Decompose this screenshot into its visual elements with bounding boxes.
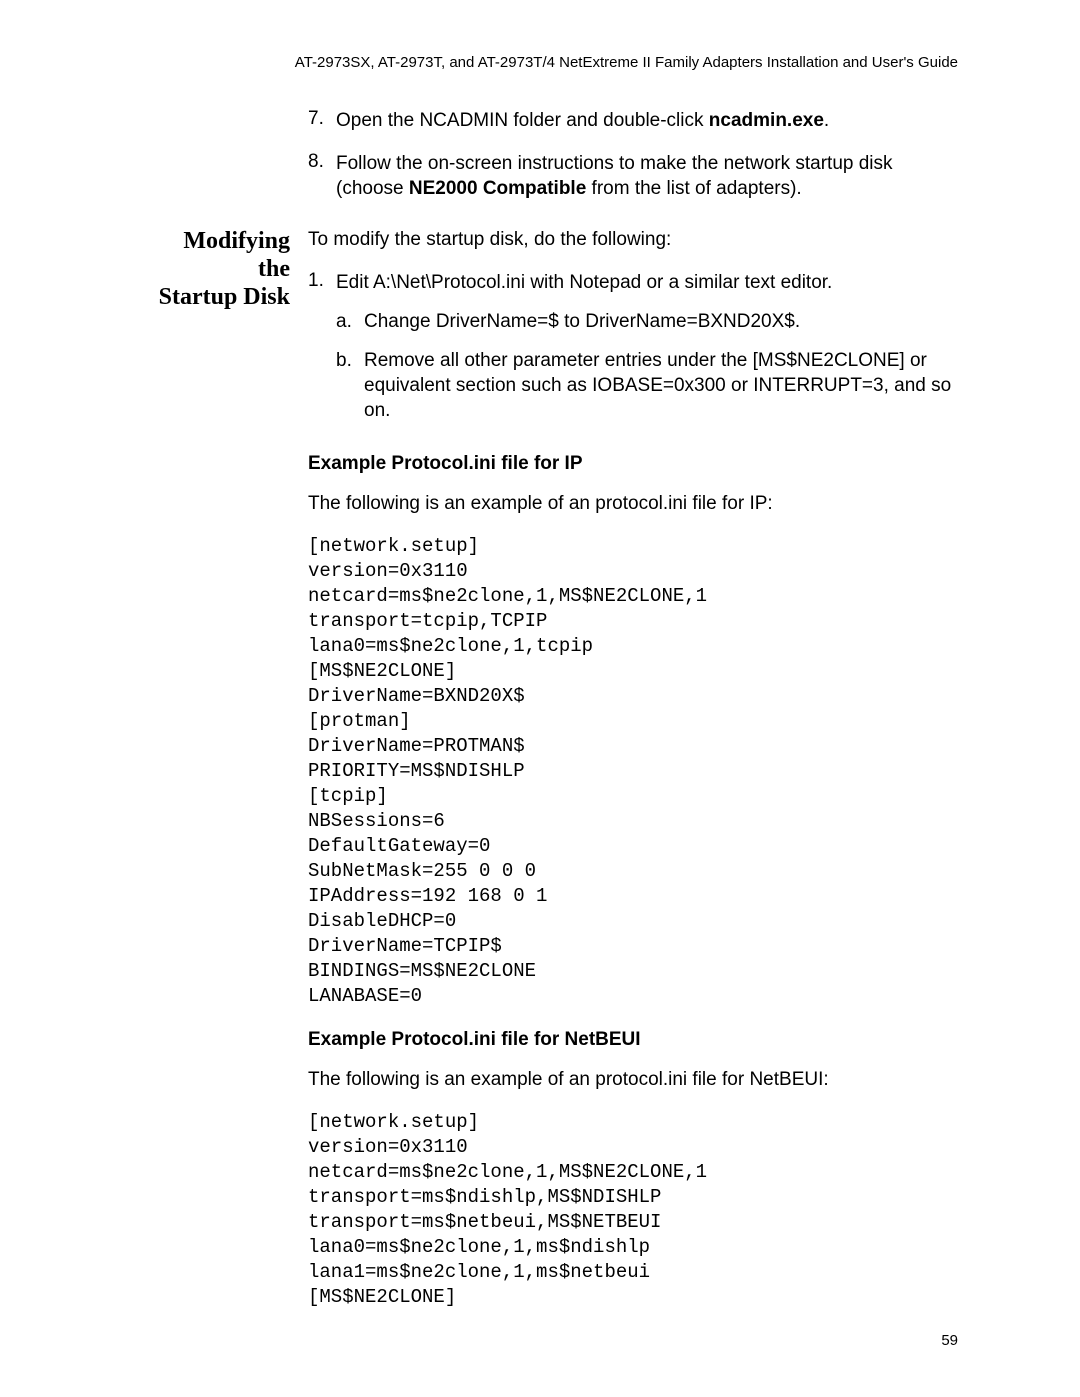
page-header: AT-2973SX, AT-2973T, and AT-2973T/4 NetE…	[295, 54, 958, 71]
step-number: 8.	[308, 151, 336, 201]
page-number: 59	[941, 1332, 958, 1349]
margin-heading-line1: Modifying the	[183, 228, 290, 282]
step-8: 8. Follow the on-screen instructions to …	[308, 151, 958, 201]
example-ip-heading: Example Protocol.ini file for IP	[308, 453, 958, 475]
intro-text: To modify the startup disk, do the follo…	[308, 227, 958, 252]
step-number: 7.	[308, 108, 336, 133]
example-ip-code: [network.setup] version=0x3110 netcard=m…	[308, 534, 958, 1009]
modifying-section: Modifying the Startup Disk To modify the…	[150, 227, 958, 1330]
initial-steps-row: 7. Open the NCADMIN folder and double-cl…	[150, 108, 958, 227]
substep-number: b.	[336, 348, 364, 423]
substep-number: a.	[336, 309, 364, 334]
substep-text: Change DriverName=$ to DriverName=BXND20…	[364, 309, 958, 334]
step-text: Edit A:\Net\Protocol.ini with Notepad or…	[336, 272, 832, 293]
example-netbeui-heading: Example Protocol.ini file for NetBEUI	[308, 1029, 958, 1051]
substep-text: Remove all other parameter entries under…	[364, 348, 958, 423]
margin-heading-line2: Startup Disk	[159, 284, 290, 310]
step-text: Open the NCADMIN folder and double-click…	[336, 108, 958, 133]
step-number: 1.	[308, 270, 336, 433]
substep-b: b. Remove all other parameter entries un…	[336, 348, 958, 423]
substep-a: a. Change DriverName=$ to DriverName=BXN…	[336, 309, 958, 334]
step-1: 1. Edit A:\Net\Protocol.ini with Notepad…	[308, 270, 958, 433]
margin-heading: Modifying the Startup Disk	[150, 227, 290, 311]
example-ip-intro: The following is an example of an protoc…	[308, 491, 958, 516]
example-netbeui-code: [network.setup] version=0x3110 netcard=m…	[308, 1110, 958, 1310]
example-netbeui-intro: The following is an example of an protoc…	[308, 1067, 958, 1092]
step-text: Follow the on-screen instructions to mak…	[336, 151, 958, 201]
document-page: AT-2973SX, AT-2973T, and AT-2973T/4 NetE…	[0, 0, 1080, 1397]
step-7: 7. Open the NCADMIN folder and double-cl…	[308, 108, 958, 133]
page-content: 7. Open the NCADMIN folder and double-cl…	[150, 108, 958, 1330]
